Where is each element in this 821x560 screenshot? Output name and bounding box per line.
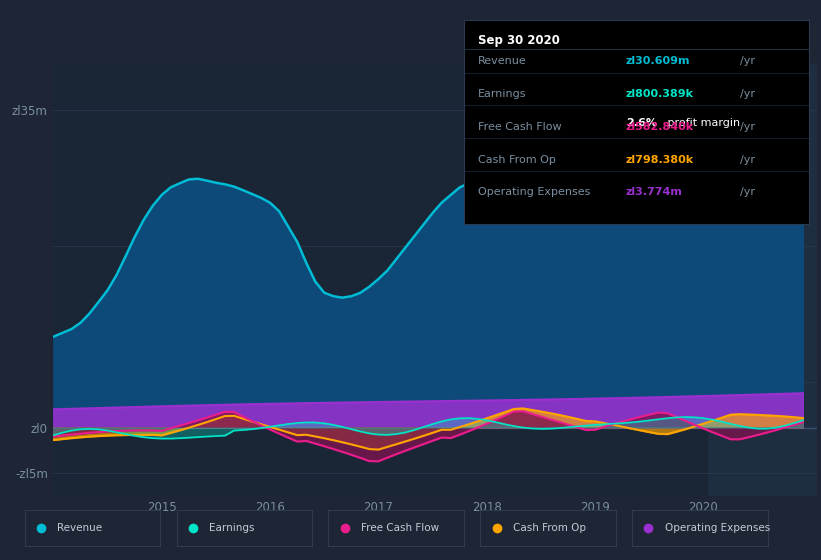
Text: zl798.380k: zl798.380k — [626, 155, 694, 165]
Text: /yr: /yr — [740, 57, 754, 67]
Text: Operating Expenses: Operating Expenses — [665, 523, 770, 533]
Text: Cash From Op: Cash From Op — [513, 523, 586, 533]
Text: Operating Expenses: Operating Expenses — [478, 187, 590, 197]
Text: Free Cash Flow: Free Cash Flow — [361, 523, 439, 533]
Text: zl800.389k: zl800.389k — [626, 89, 694, 99]
Text: Earnings: Earnings — [478, 89, 526, 99]
Text: zl582.840k: zl582.840k — [626, 122, 694, 132]
Text: /yr: /yr — [740, 89, 754, 99]
Text: zl30.609m: zl30.609m — [626, 57, 690, 67]
Text: Earnings: Earnings — [209, 523, 255, 533]
Bar — [709, 64, 817, 496]
Text: Revenue: Revenue — [478, 57, 526, 67]
Text: zl3.774m: zl3.774m — [626, 187, 683, 197]
Text: /yr: /yr — [740, 155, 754, 165]
Text: 2.6%: 2.6% — [626, 118, 657, 128]
Text: Sep 30 2020: Sep 30 2020 — [478, 34, 560, 47]
Text: Revenue: Revenue — [57, 523, 103, 533]
Text: Cash From Op: Cash From Op — [478, 155, 556, 165]
Text: profit margin: profit margin — [664, 118, 740, 128]
Text: /yr: /yr — [740, 187, 754, 197]
Text: Free Cash Flow: Free Cash Flow — [478, 122, 562, 132]
Text: /yr: /yr — [740, 122, 754, 132]
